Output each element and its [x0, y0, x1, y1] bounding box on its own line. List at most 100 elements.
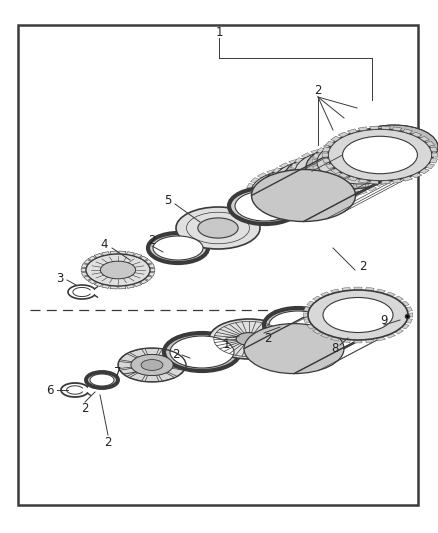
- Ellipse shape: [86, 254, 150, 286]
- Polygon shape: [336, 159, 345, 164]
- Polygon shape: [331, 289, 340, 293]
- Polygon shape: [352, 161, 360, 166]
- Polygon shape: [419, 161, 427, 166]
- Polygon shape: [81, 264, 88, 268]
- Polygon shape: [395, 329, 403, 334]
- Polygon shape: [94, 253, 102, 258]
- Polygon shape: [336, 200, 345, 205]
- Polygon shape: [336, 174, 343, 178]
- Polygon shape: [395, 296, 403, 301]
- Polygon shape: [403, 176, 413, 181]
- Polygon shape: [331, 136, 340, 141]
- Polygon shape: [380, 176, 387, 181]
- Polygon shape: [286, 192, 294, 196]
- Polygon shape: [358, 173, 365, 178]
- Polygon shape: [304, 307, 310, 311]
- Polygon shape: [386, 292, 396, 297]
- Ellipse shape: [82, 251, 154, 289]
- Polygon shape: [140, 256, 148, 261]
- Polygon shape: [336, 156, 343, 160]
- Polygon shape: [294, 181, 303, 187]
- Polygon shape: [313, 157, 321, 160]
- Polygon shape: [427, 150, 432, 154]
- Ellipse shape: [275, 182, 315, 202]
- Ellipse shape: [86, 372, 118, 388]
- Ellipse shape: [176, 207, 260, 249]
- Ellipse shape: [251, 170, 339, 214]
- Polygon shape: [358, 185, 365, 191]
- Polygon shape: [120, 368, 136, 376]
- Polygon shape: [348, 156, 355, 158]
- Polygon shape: [313, 204, 321, 207]
- Polygon shape: [145, 375, 159, 382]
- Polygon shape: [370, 181, 378, 184]
- Polygon shape: [313, 194, 320, 198]
- Polygon shape: [338, 132, 348, 137]
- Polygon shape: [335, 166, 342, 170]
- Polygon shape: [145, 260, 152, 264]
- Text: 2: 2: [264, 332, 272, 344]
- Polygon shape: [365, 339, 374, 343]
- Polygon shape: [370, 126, 378, 130]
- Ellipse shape: [118, 348, 186, 382]
- Polygon shape: [339, 138, 347, 143]
- Polygon shape: [411, 166, 420, 171]
- Polygon shape: [325, 141, 334, 146]
- Polygon shape: [412, 132, 422, 137]
- Polygon shape: [373, 145, 379, 149]
- Polygon shape: [317, 148, 325, 153]
- Ellipse shape: [148, 233, 208, 263]
- Polygon shape: [357, 184, 365, 187]
- Polygon shape: [286, 179, 294, 182]
- Polygon shape: [159, 349, 175, 357]
- Polygon shape: [267, 169, 276, 174]
- Polygon shape: [81, 272, 88, 276]
- Ellipse shape: [328, 129, 432, 181]
- Polygon shape: [412, 173, 422, 178]
- Polygon shape: [321, 292, 330, 297]
- Polygon shape: [119, 286, 126, 289]
- Polygon shape: [402, 166, 409, 171]
- Polygon shape: [317, 171, 325, 176]
- Polygon shape: [349, 159, 357, 163]
- Polygon shape: [358, 127, 367, 131]
- Text: 2: 2: [172, 349, 180, 361]
- Polygon shape: [339, 190, 344, 195]
- Polygon shape: [322, 158, 330, 163]
- Polygon shape: [278, 167, 288, 172]
- Polygon shape: [278, 213, 288, 216]
- Polygon shape: [330, 172, 339, 176]
- Polygon shape: [94, 282, 102, 287]
- Polygon shape: [420, 169, 429, 174]
- Polygon shape: [323, 176, 333, 181]
- Polygon shape: [357, 156, 364, 160]
- Polygon shape: [354, 340, 362, 343]
- Polygon shape: [304, 172, 313, 175]
- Polygon shape: [397, 148, 406, 153]
- Polygon shape: [343, 172, 351, 175]
- Polygon shape: [335, 184, 342, 188]
- Ellipse shape: [339, 130, 427, 174]
- Polygon shape: [379, 146, 386, 150]
- Polygon shape: [313, 296, 321, 301]
- Polygon shape: [314, 169, 323, 174]
- Polygon shape: [397, 171, 406, 176]
- Polygon shape: [358, 164, 365, 168]
- Polygon shape: [290, 214, 300, 217]
- Polygon shape: [251, 201, 259, 206]
- Polygon shape: [426, 164, 434, 169]
- Polygon shape: [392, 179, 402, 183]
- Polygon shape: [430, 147, 438, 151]
- Polygon shape: [366, 127, 375, 131]
- Polygon shape: [307, 324, 314, 329]
- Polygon shape: [300, 203, 310, 207]
- Polygon shape: [150, 268, 155, 272]
- Polygon shape: [371, 149, 379, 152]
- Polygon shape: [314, 166, 321, 170]
- Polygon shape: [81, 268, 86, 272]
- Text: 7: 7: [114, 367, 122, 379]
- Polygon shape: [268, 185, 276, 191]
- Polygon shape: [347, 176, 357, 181]
- Polygon shape: [119, 251, 126, 254]
- Polygon shape: [314, 184, 321, 188]
